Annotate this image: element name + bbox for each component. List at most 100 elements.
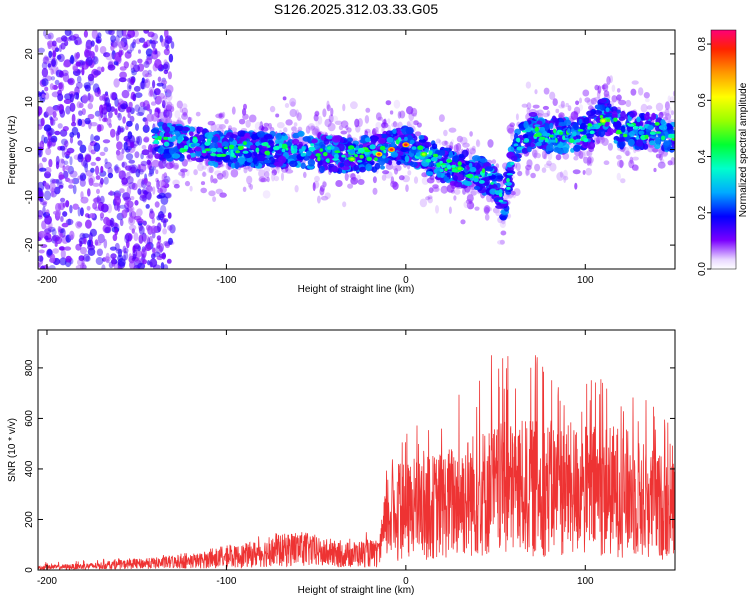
spectrogram-noise-blob — [128, 101, 133, 109]
spectrogram-noise-blob — [120, 127, 124, 133]
spectrogram-halo-blob — [515, 113, 519, 121]
spectrogram-halo-blob — [317, 195, 321, 204]
spectrogram-noise-blob — [60, 249, 66, 259]
spectrogram-noise-blob — [135, 250, 142, 258]
spectrogram-halo-blob — [264, 171, 270, 179]
spectrogram-noise-blob — [109, 217, 115, 228]
spectrogram-noise-blob — [74, 39, 78, 45]
spectrogram-ridge-blob — [526, 146, 532, 153]
spectrogram-noise-blob — [134, 92, 143, 98]
spectrogram-noise-blob — [59, 109, 66, 118]
spectrogram-halo-blob — [582, 150, 591, 157]
spectrogram-ridge-blob — [331, 135, 341, 143]
spectrogram-halo-blob — [476, 139, 480, 146]
spectrogram-noise-blob — [137, 106, 145, 116]
spectrogram-halo-blob — [667, 95, 671, 103]
spectrogram-halo-blob — [365, 107, 371, 113]
spectrogram-halo-blob — [556, 172, 565, 181]
spectrogram-noise-blob — [69, 204, 73, 214]
spectrogram-noise-blob — [38, 230, 46, 238]
spectrogram-noise-blob — [92, 83, 100, 93]
spectrogram-halo-blob — [510, 190, 516, 196]
spectrogram-halo-blob — [151, 113, 159, 122]
spectrogram-noise-blob — [51, 179, 60, 184]
spectrogram-bright-blob — [548, 134, 554, 138]
spectrogram-halo-blob — [589, 157, 593, 167]
spectrogram-noise-blob — [43, 124, 52, 132]
spectrogram-ridge-blob — [325, 135, 334, 140]
spectrogram-halo-blob — [245, 119, 251, 128]
spectrogram-ridge-blob — [557, 122, 567, 127]
spectrogram-ridge-blob — [189, 131, 194, 137]
spectrogram-noise-blob — [87, 188, 91, 197]
spectrogram-halo-blob — [289, 108, 298, 118]
spectrogram-noise-blob — [41, 61, 48, 70]
spectrogram-bright-blob — [266, 150, 270, 156]
spectrogram-halo-blob — [659, 153, 663, 161]
spectrogram-noise-blob — [79, 172, 87, 182]
spectrogram-noise-blob — [117, 41, 125, 49]
spectrogram-halo-blob — [406, 120, 415, 128]
spectrogram-noise-blob — [51, 138, 57, 147]
spectrogram-ridge-blob — [594, 104, 603, 110]
spectrogram-noise-blob — [69, 30, 73, 37]
spectrogram-ridge-blob — [163, 153, 172, 159]
spectrogram-noise-blob — [59, 257, 67, 266]
spectrogram-halo-blob — [609, 75, 613, 83]
spectrogram-noise-blob — [113, 60, 119, 66]
spectrogram-noise-blob — [143, 30, 150, 34]
spectrogram-bright-blob — [577, 129, 584, 132]
spectrogram-bright-blob — [457, 161, 462, 166]
spectrogram-noise-blob — [65, 154, 70, 159]
spectrogram-halo-blob — [544, 163, 551, 168]
spectrogram-halo-blob — [276, 165, 280, 174]
spectrogram-halo-blob — [322, 108, 327, 118]
spectrogram-noise-blob — [117, 258, 126, 267]
spectrogram-noise-blob — [146, 186, 154, 193]
spectrogram-noise-blob — [123, 61, 129, 69]
spectrogram-noise-blob — [81, 61, 89, 70]
spectrogram-ridge-blob — [453, 180, 463, 188]
spectrogram-bright-blob — [315, 153, 321, 157]
spectrogram-halo-blob — [466, 194, 474, 203]
spectrogram-ridge-blob — [510, 155, 518, 161]
spectrogram-ridge-blob — [643, 143, 649, 150]
spectrogram-noise-blob — [41, 93, 45, 99]
snr-x-tick-label: -100 — [216, 576, 236, 587]
spectrogram-noise-blob — [131, 228, 135, 234]
spectrogram-ridge-blob — [318, 165, 325, 174]
spectrogram-noise-blob — [99, 151, 106, 156]
spectrogram-halo-blob — [535, 153, 541, 159]
spectrogram-bright-blob — [294, 148, 298, 154]
spectrogram-noise-blob — [92, 182, 100, 187]
spectrogram-noise-blob — [106, 104, 112, 113]
spectrogram-noise-blob — [124, 51, 132, 59]
spectrogram-bright-blob — [606, 118, 611, 123]
spectrogram-halo-blob — [427, 195, 433, 200]
spectrogram-noise-blob — [133, 243, 140, 250]
spectrogram-halo-blob — [163, 107, 168, 114]
spectrogram-ridge-blob — [558, 117, 564, 124]
spectrogram-ridge-blob — [418, 138, 427, 143]
spectrogram-noise-blob — [41, 78, 49, 87]
spectrogram-bright-blob — [204, 148, 211, 152]
spectrogram-halo-blob — [174, 110, 181, 119]
spectrogram-halo-blob — [176, 100, 183, 109]
spectrogram-halo-blob — [260, 177, 268, 183]
spectrogram-noise-blob — [72, 33, 80, 39]
spectrogram-halo-blob — [408, 112, 415, 121]
spectrogram-ridge-blob — [489, 188, 497, 195]
spectrogram-halo-blob — [189, 185, 193, 192]
spectrogram-noise-blob — [48, 140, 53, 149]
spectrogram-bright-blob — [506, 186, 511, 190]
spectrogram-halo-blob — [453, 188, 461, 195]
spectrogram-noise-blob — [152, 80, 156, 89]
spectrogram-halo-blob — [542, 112, 550, 118]
spectrogram-noise-blob — [38, 47, 45, 53]
spectrogram-halo-blob — [534, 89, 538, 95]
spectrogram-halo-blob — [616, 154, 622, 160]
spectrogram-noise-blob — [134, 200, 139, 206]
spectrogram-ridge-blob — [405, 126, 414, 135]
spectrogram-bright-blob — [223, 146, 229, 150]
spectrogram-ridge-blob — [186, 154, 192, 160]
